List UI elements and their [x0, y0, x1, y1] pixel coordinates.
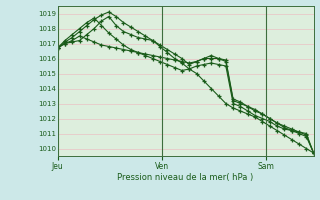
X-axis label: Pression niveau de la mer( hPa ): Pression niveau de la mer( hPa )	[117, 173, 254, 182]
